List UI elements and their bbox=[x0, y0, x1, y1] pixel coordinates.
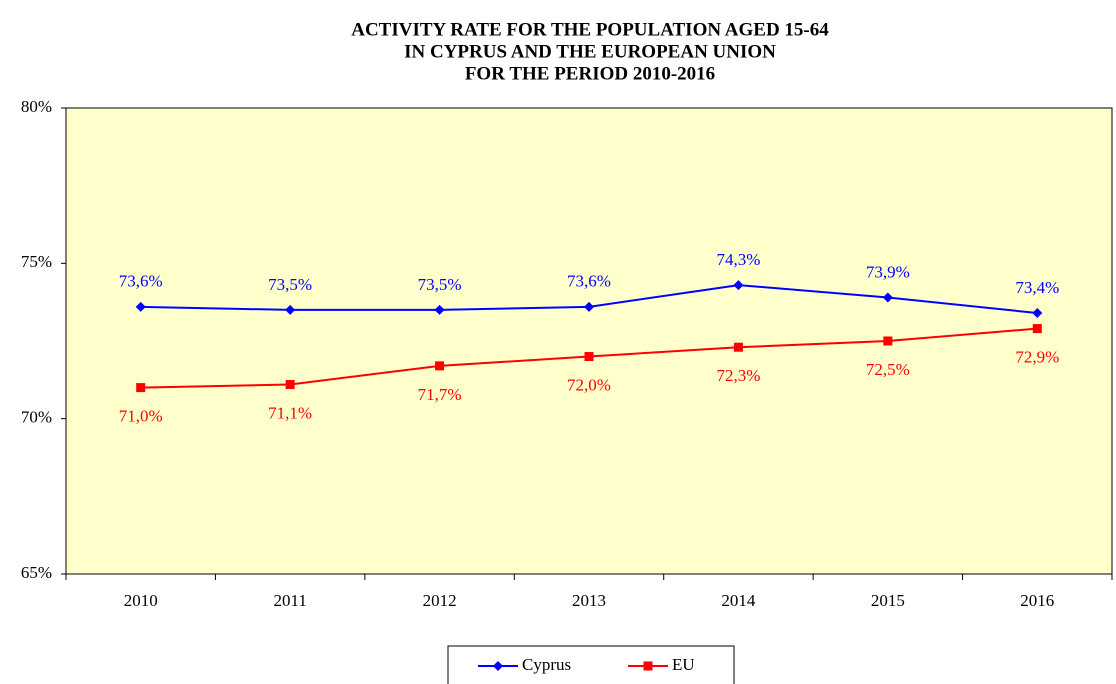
point bbox=[584, 352, 594, 362]
x-tick-label: 2013 bbox=[572, 591, 606, 610]
data-label: 73,6% bbox=[567, 272, 611, 291]
y-tick-label: 80% bbox=[21, 97, 52, 116]
plot-area bbox=[65, 107, 1113, 575]
point bbox=[285, 379, 295, 389]
point bbox=[285, 304, 296, 315]
point bbox=[136, 383, 146, 393]
point bbox=[1032, 308, 1043, 319]
data-label: 72,0% bbox=[567, 375, 611, 394]
legend-label: EU bbox=[672, 655, 695, 674]
x-tick-label: 2012 bbox=[423, 591, 457, 610]
chart-title: IN CYPRUS AND THE EUROPEAN UNION bbox=[404, 41, 776, 62]
data-label: 74,3% bbox=[716, 250, 760, 269]
point bbox=[882, 292, 893, 303]
point bbox=[1032, 324, 1042, 334]
point bbox=[733, 280, 744, 291]
data-label: 72,5% bbox=[866, 360, 910, 379]
data-label: 71,1% bbox=[268, 403, 312, 422]
legend: Cyprus EU bbox=[447, 645, 735, 684]
point bbox=[584, 301, 594, 312]
data-label: 73,5% bbox=[418, 275, 462, 294]
point bbox=[435, 361, 445, 371]
data-label: 73,5% bbox=[268, 275, 312, 294]
data-label: 73,6% bbox=[119, 272, 163, 291]
legend-label: Cyprus bbox=[522, 655, 571, 674]
y-tick-label: 75% bbox=[21, 252, 52, 271]
data-label: 72,3% bbox=[716, 366, 760, 385]
data-label: 72,9% bbox=[1015, 347, 1059, 366]
chart-title: FOR THE PERIOD 2010-2016 bbox=[465, 63, 715, 84]
chart-title: ACTIVITY RATE FOR THE POPULATION AGED 15… bbox=[351, 19, 829, 40]
data-label: 71,0% bbox=[119, 407, 163, 426]
point bbox=[883, 336, 893, 346]
point bbox=[434, 304, 445, 315]
data-label: 73,9% bbox=[866, 262, 910, 281]
x-tick-label: 2014 bbox=[721, 591, 756, 610]
x-tick-label: 2011 bbox=[273, 591, 306, 610]
legend-marker bbox=[643, 661, 653, 671]
y-tick-label: 70% bbox=[21, 408, 52, 427]
data-label: 71,7% bbox=[418, 385, 462, 404]
y-tick-label: 65% bbox=[21, 563, 52, 582]
legend-marker bbox=[493, 661, 503, 671]
data-label: 73,4% bbox=[1015, 278, 1059, 297]
point bbox=[135, 301, 146, 312]
point bbox=[733, 342, 743, 352]
x-tick-label: 2010 bbox=[124, 591, 158, 610]
x-tick-label: 2016 bbox=[1020, 591, 1054, 610]
x-tick-label: 2015 bbox=[871, 591, 905, 610]
